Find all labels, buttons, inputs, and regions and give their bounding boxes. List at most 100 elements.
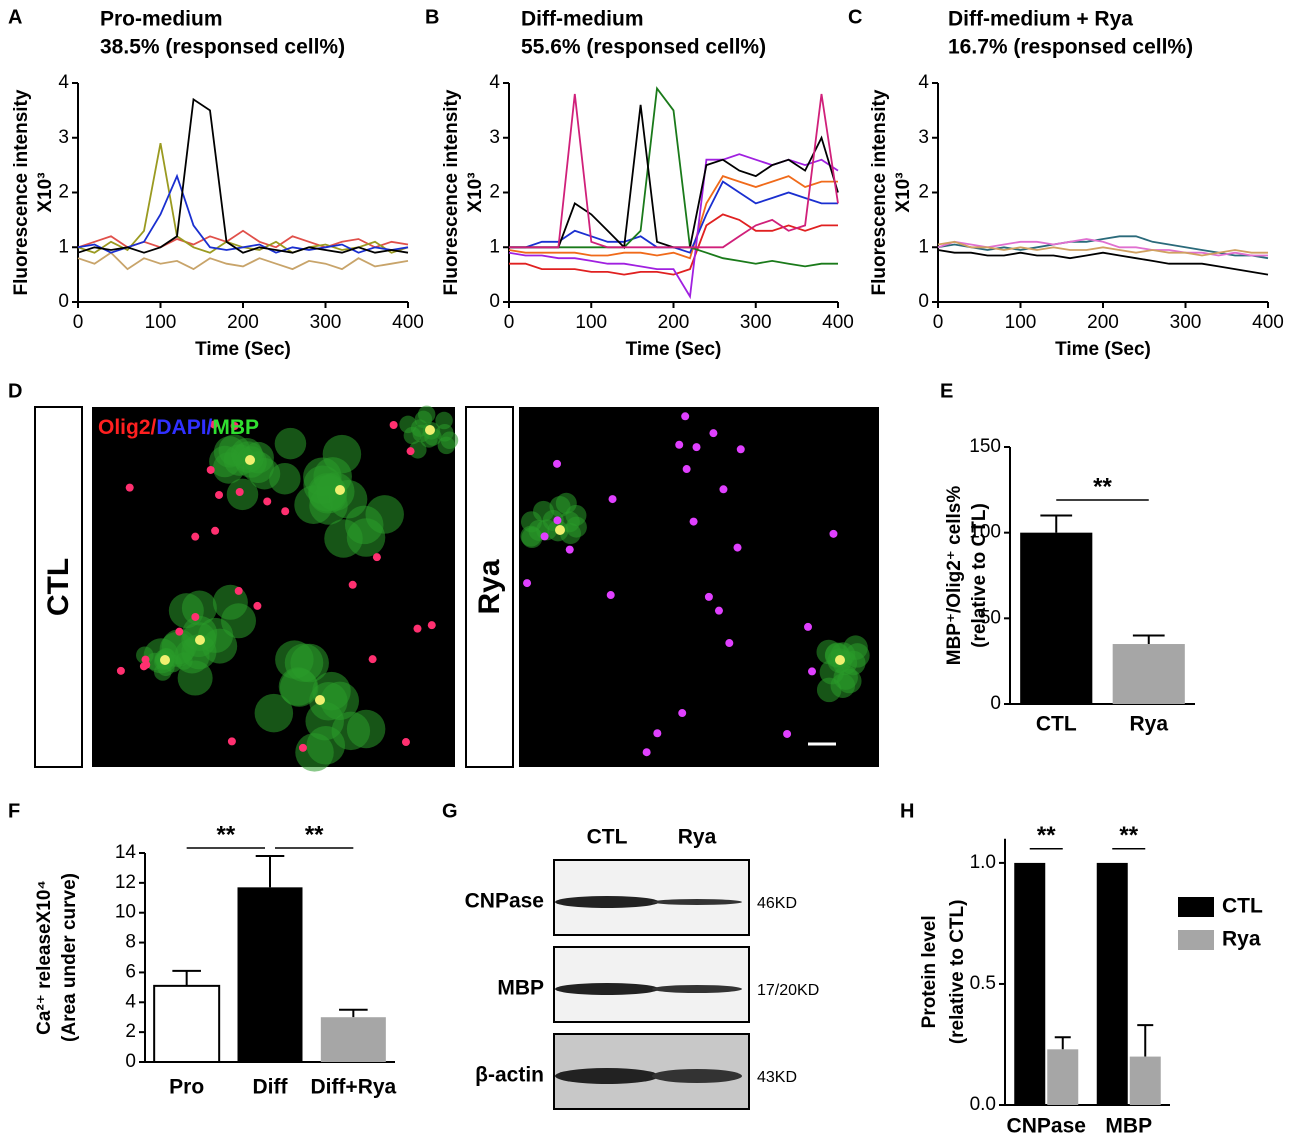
cell-process — [175, 652, 193, 670]
nucleus — [125, 483, 134, 492]
nucleus — [606, 591, 615, 600]
nucleus — [829, 529, 838, 538]
nucleus — [682, 465, 691, 474]
nucleus — [210, 420, 219, 429]
y-tick-label: 2 — [125, 1021, 136, 1042]
nucleus — [675, 440, 684, 449]
chart-subtitle: 55.6% (responsed cell%) — [521, 36, 766, 59]
size-label: 17/20KD — [757, 982, 819, 999]
chart-title: Pro-medium — [100, 8, 223, 31]
cell-process — [309, 682, 348, 721]
protein-label: MBP — [497, 977, 544, 1000]
panel-letter: F — [8, 800, 20, 822]
chart-title: Diff-medium + Rya — [948, 8, 1133, 31]
panel-letter: A — [8, 6, 22, 28]
nucleus — [281, 507, 290, 516]
size-label: 43KD — [757, 1069, 797, 1086]
bar — [1047, 1049, 1079, 1105]
y-tick-label: 0.5 — [970, 973, 996, 994]
y-tick-label: 1 — [489, 236, 500, 257]
legend-label: Rya — [1222, 928, 1261, 951]
nucleus — [235, 488, 244, 497]
nucleus — [808, 667, 817, 676]
y-tick-label: 0 — [990, 693, 1001, 714]
nucleus — [389, 420, 398, 429]
nucleus — [211, 526, 220, 535]
y-axis-label: MBP⁺/Olig2⁺ cells% — [944, 486, 965, 666]
y-axis-label: X10³ — [35, 172, 56, 212]
x-tick-label: 100 — [1005, 312, 1037, 333]
cell-process — [520, 525, 542, 547]
y-axis-label: Fluorescence intensity — [441, 89, 462, 295]
x-tick-label: Diff+Rya — [310, 1076, 396, 1099]
nucleus — [116, 666, 125, 675]
nucleus — [714, 606, 723, 615]
cell-process — [181, 590, 217, 626]
nucleus — [413, 624, 422, 633]
y-tick-label: 2 — [489, 182, 500, 203]
band — [652, 1069, 742, 1083]
cell-body — [160, 655, 170, 665]
annotation: ** — [1093, 473, 1112, 500]
bar — [1112, 644, 1185, 704]
nucleus — [689, 517, 698, 526]
bar — [1129, 1056, 1161, 1105]
nucleus — [141, 655, 150, 664]
x-tick-label: Pro — [169, 1076, 204, 1099]
nucleus — [401, 738, 410, 747]
panel-letter: B — [425, 6, 439, 28]
x-tick-label: 200 — [658, 312, 690, 333]
panel-letter: H — [900, 800, 914, 822]
annotation: ** — [1037, 822, 1056, 849]
line-series — [77, 173, 409, 254]
x-tick-label: CNPase — [1007, 1115, 1086, 1136]
cell-process — [274, 427, 307, 460]
cell-body — [245, 455, 255, 465]
nucleus — [215, 490, 224, 499]
nucleus — [553, 459, 562, 468]
cell-process — [145, 652, 164, 671]
y-axis-label: Fluorescence intensity — [869, 89, 890, 295]
cell-body — [835, 655, 845, 665]
y-tick-label: 8 — [125, 932, 136, 953]
x-tick-label: 100 — [575, 312, 607, 333]
nucleus — [653, 729, 662, 738]
y-axis-label: X10³ — [465, 172, 486, 212]
condition-label: Rya — [473, 559, 506, 614]
x-tick-label: 0 — [73, 312, 84, 333]
y-axis-label: Protein level — [919, 915, 940, 1028]
cell-body — [335, 485, 345, 495]
y-tick-label: 1.0 — [970, 852, 996, 873]
x-tick-label: MBP — [1105, 1115, 1152, 1136]
lane-label: Rya — [678, 826, 717, 849]
line-series — [937, 238, 1268, 257]
cell-process — [559, 523, 581, 545]
nucleus — [704, 592, 713, 601]
cell-process — [549, 496, 571, 518]
stain: DAPI/ — [156, 416, 212, 439]
y-tick-label: 0 — [58, 291, 69, 312]
stain-label: Olig2/DAPI/MBP — [98, 416, 259, 439]
y-tick-label: 14 — [115, 842, 137, 863]
y-tick-label: 2 — [58, 182, 69, 203]
cells — [116, 405, 870, 772]
x-tick-label: 0 — [504, 312, 515, 333]
line-series — [937, 249, 1269, 276]
nucleus — [368, 655, 377, 664]
bar — [153, 984, 221, 1063]
nucleus — [553, 516, 562, 525]
y-tick-label: 150 — [969, 436, 1001, 457]
y-tick-label: 0 — [918, 291, 929, 312]
x-tick-label: 400 — [822, 312, 854, 333]
nucleus — [372, 553, 381, 562]
band — [555, 896, 659, 908]
nucleus — [642, 748, 651, 757]
cell-process — [220, 603, 256, 639]
y-axis-label: Fluorescence intensity — [11, 89, 32, 295]
cell-body — [195, 635, 205, 645]
y-tick-label: 1 — [58, 236, 69, 257]
y-tick-label: 100 — [969, 522, 1001, 543]
nucleus — [678, 709, 687, 718]
x-tick-label: 400 — [1252, 312, 1284, 333]
nucleus — [263, 497, 272, 506]
